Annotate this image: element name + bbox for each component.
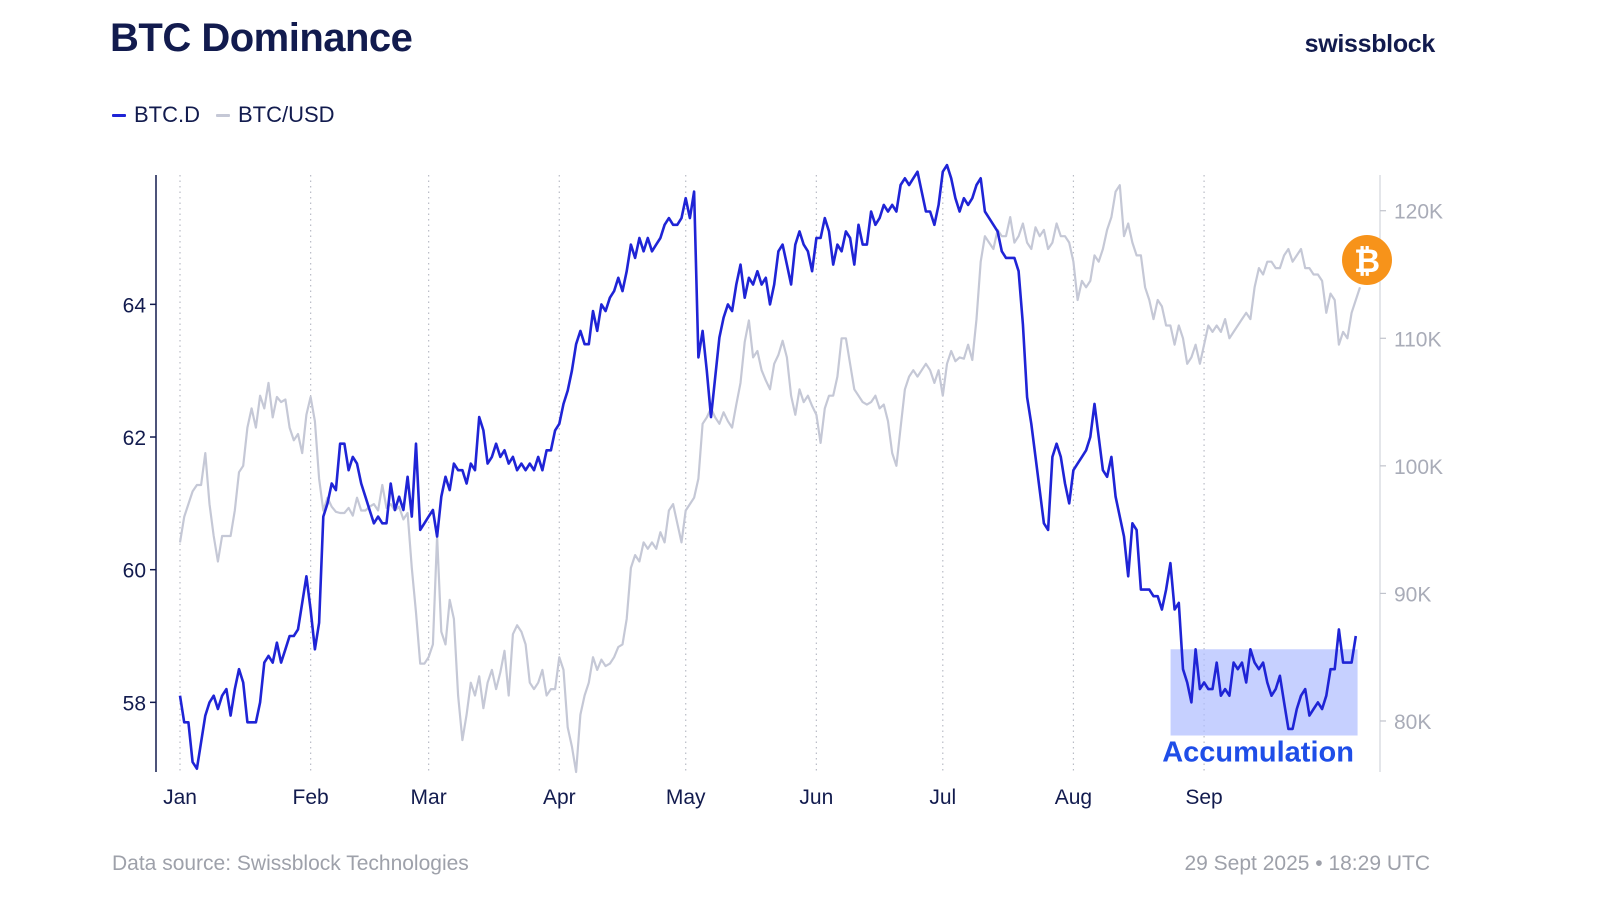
chart-legend: BTC.D BTC/USD — [112, 102, 335, 128]
x-tick-label-jun: Jun — [799, 786, 833, 809]
right-tick-label: 80K — [1394, 711, 1431, 734]
left-tick-label: 58 — [123, 692, 146, 715]
bitcoin-icon-glyph: ₿ — [1354, 243, 1380, 279]
legend-item-btc-d: BTC.D — [112, 102, 200, 128]
x-tick-label-aug: Aug — [1055, 786, 1092, 809]
data-source-note: Data source: Swissblock Technologies — [112, 852, 469, 875]
right-tick-label: 90K — [1394, 583, 1431, 606]
series-line-btc-usd — [178, 184, 1362, 774]
x-tick-label-may: May — [666, 786, 706, 809]
series-line-btc-d — [178, 163, 1358, 770]
legend-item-btc-usd: BTC/USD — [216, 102, 335, 128]
right-tick-label: 110K — [1394, 328, 1442, 351]
right-tick-label: 100K — [1394, 456, 1443, 479]
right-tick-label: 120K — [1394, 201, 1443, 224]
x-tick-label-mar: Mar — [411, 786, 447, 809]
left-tick-label: 64 — [123, 294, 147, 317]
timestamp: 29 Sept 2025 • 18:29 UTC — [1184, 852, 1430, 875]
chart-title: BTC Dominance — [110, 16, 413, 60]
legend-label-btc-usd: BTC/USD — [238, 102, 335, 127]
x-tick-label-jul: Jul — [929, 786, 956, 809]
x-tick-label-sep: Sep — [1185, 786, 1222, 809]
bitcoin-icon-circle — [1342, 235, 1392, 285]
accumulation-label: Accumulation — [1162, 737, 1354, 769]
left-tick-label: 62 — [123, 427, 146, 450]
legend-swatch-btc-usd — [216, 113, 230, 117]
x-tick-label-apr: Apr — [543, 786, 576, 809]
legend-swatch-btc-d — [112, 113, 126, 117]
legend-label-btc-d: BTC.D — [134, 102, 200, 127]
brand-logo: swissblock — [1304, 30, 1436, 58]
x-tick-label-feb: Feb — [293, 786, 329, 809]
x-tick-label-jan: Jan — [163, 786, 197, 809]
left-tick-label: 60 — [123, 560, 146, 583]
bitcoin-icon: ₿ — [1342, 235, 1392, 285]
